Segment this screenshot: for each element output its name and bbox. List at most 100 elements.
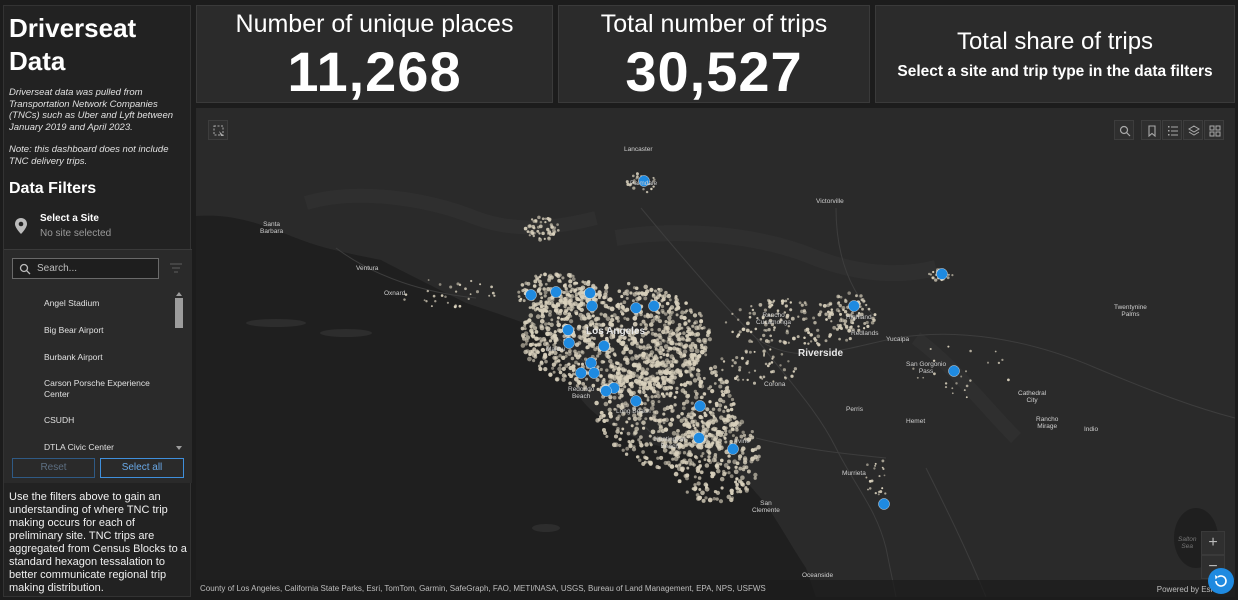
- site-marker[interactable]: [563, 337, 575, 349]
- trip-hexagon: [597, 322, 601, 327]
- trip-hexagon: [883, 474, 886, 477]
- site-marker[interactable]: [588, 367, 600, 379]
- select-tool-button[interactable]: [208, 120, 228, 140]
- trip-hexagon: [690, 419, 695, 424]
- trip-hexagon: [764, 329, 768, 332]
- site-marker[interactable]: [936, 268, 948, 280]
- trip-hexagon: [763, 352, 766, 356]
- trip-hexagon: [731, 312, 734, 316]
- trip-hexagon: [547, 278, 552, 283]
- site-marker[interactable]: [693, 432, 705, 444]
- trip-hexagon: [717, 407, 722, 412]
- trip-hexagon: [454, 304, 458, 307]
- trip-hexagon: [784, 304, 788, 308]
- trip-hexagon: [556, 320, 560, 324]
- site-marker[interactable]: [630, 302, 642, 314]
- trip-hexagon: [712, 414, 716, 418]
- search-map-button[interactable]: [1114, 120, 1134, 140]
- trip-hexagon: [669, 340, 675, 346]
- list-item[interactable]: Carson Porsche Experience Center: [44, 378, 150, 399]
- trip-hexagon: [838, 303, 842, 308]
- site-marker[interactable]: [598, 340, 610, 352]
- trip-hexagon: [722, 472, 727, 477]
- site-marker[interactable]: [586, 300, 598, 312]
- site-marker[interactable]: [878, 498, 890, 510]
- scrollbar[interactable]: [174, 290, 184, 452]
- trip-hexagon: [825, 318, 828, 321]
- trip-hexagon: [712, 370, 717, 374]
- trip-hexagon: [828, 313, 832, 316]
- filter-icon[interactable]: [169, 262, 183, 274]
- trip-hexagon: [807, 342, 810, 345]
- trip-hexagon: [533, 279, 538, 284]
- trip-hexagon: [633, 179, 636, 182]
- trip-hexagon: [790, 316, 795, 321]
- trip-hexagon: [682, 345, 686, 349]
- map-view[interactable]: Lancaster Palmdale Victorville Santa Barb…: [196, 108, 1235, 597]
- site-marker[interactable]: [600, 385, 612, 397]
- list-item[interactable]: Burbank Airport: [44, 352, 103, 362]
- site-marker[interactable]: [648, 300, 660, 312]
- site-marker[interactable]: [848, 300, 860, 312]
- trip-hexagon: [668, 298, 672, 302]
- site-search[interactable]: [12, 258, 159, 279]
- site-marker[interactable]: [585, 357, 597, 369]
- trip-hexagon: [648, 322, 654, 327]
- trip-hexagon: [674, 332, 680, 337]
- site-marker[interactable]: [575, 367, 587, 379]
- trip-hexagon: [541, 336, 547, 342]
- trip-hexagon: [695, 493, 700, 497]
- trip-hexagon: [532, 234, 536, 238]
- trip-hexagon: [469, 293, 472, 296]
- trip-hexagon: [683, 390, 688, 395]
- search-input[interactable]: [37, 261, 155, 276]
- trip-hexagon: [617, 378, 622, 383]
- site-marker[interactable]: [550, 286, 562, 298]
- trip-hexagon: [557, 303, 561, 308]
- trip-hexagon: [724, 429, 728, 433]
- trip-hexagon: [596, 365, 600, 369]
- site-marker[interactable]: [638, 175, 650, 187]
- site-marker[interactable]: [562, 324, 574, 336]
- site-marker[interactable]: [948, 365, 960, 377]
- list-item[interactable]: DTLA Civic Center: [44, 442, 114, 452]
- trip-hexagon: [536, 337, 540, 341]
- trip-hexagon: [824, 312, 828, 316]
- legend-button[interactable]: [1162, 120, 1182, 140]
- site-marker[interactable]: [584, 287, 596, 299]
- scrollbar-thumb[interactable]: [175, 298, 183, 328]
- site-marker[interactable]: [525, 289, 537, 301]
- site-marker[interactable]: [630, 395, 642, 407]
- trip-hexagon: [776, 309, 780, 312]
- trip-hexagon: [547, 275, 551, 279]
- trip-hexagon: [585, 340, 590, 344]
- refresh-button[interactable]: [1208, 568, 1234, 594]
- trip-hexagon: [536, 229, 540, 233]
- trip-hexagon: [624, 289, 628, 294]
- trip-hexagon: [544, 359, 548, 364]
- zoom-in-button[interactable]: +: [1201, 531, 1225, 555]
- trip-hexagon: [571, 369, 575, 373]
- trip-hexagon: [644, 442, 649, 447]
- trip-hexagon: [637, 363, 642, 369]
- trip-hexagon: [539, 220, 543, 224]
- trip-hexagon: [488, 294, 491, 297]
- trip-hexagon: [542, 341, 548, 347]
- trip-hexagon: [689, 373, 694, 378]
- site-selector[interactable]: Select a Site No site selected: [14, 213, 184, 243]
- list-item[interactable]: CSUDH: [44, 415, 75, 425]
- trip-hexagon: [532, 284, 537, 288]
- reset-button[interactable]: Reset: [12, 458, 95, 478]
- trip-hexagon: [666, 349, 670, 353]
- trip-hexagon: [762, 375, 766, 379]
- site-marker[interactable]: [694, 400, 706, 412]
- trip-hexagon: [637, 295, 642, 301]
- basemap-gallery-button[interactable]: [1204, 120, 1224, 140]
- layers-button[interactable]: [1183, 120, 1203, 140]
- select-all-button[interactable]: Select all: [100, 458, 184, 478]
- bookmarks-button[interactable]: [1141, 120, 1161, 140]
- site-marker[interactable]: [727, 443, 739, 455]
- list-item[interactable]: Big Bear Airport: [44, 325, 104, 335]
- trip-hexagon: [682, 382, 688, 387]
- list-item[interactable]: Angel Stadium: [44, 298, 100, 308]
